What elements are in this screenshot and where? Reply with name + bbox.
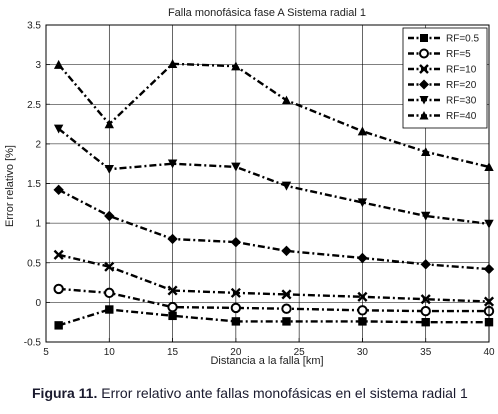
data-point [357, 305, 368, 316]
y-tick-label: 1 [35, 219, 41, 230]
data-point [53, 184, 64, 196]
legend-item: RF=20 [408, 79, 477, 91]
caption-label: Figura 11. [32, 385, 98, 401]
series-line [58, 253, 490, 303]
data-point [104, 261, 115, 272]
data-point [105, 305, 114, 314]
data-point [420, 294, 431, 305]
x-tick-label: 10 [104, 347, 116, 358]
legend-marker [419, 79, 429, 90]
data-point [281, 95, 292, 105]
data-point [281, 245, 292, 257]
data-point [104, 119, 114, 129]
x-axis-label: Distancia a la falla [km] [210, 355, 323, 367]
data-point [357, 198, 368, 208]
legend-label: RF=40 [446, 111, 477, 122]
y-axis-ticks: -0.5 0 0.5 1 1.5 2 2.5 3 3.5 [24, 21, 50, 349]
x-tick-label: 40 [483, 347, 495, 358]
data-point [167, 159, 178, 169]
series-x [53, 249, 495, 307]
legend: RF=0.5 RF=5 RF=10 RF=20 RF=30 RF=40 [402, 27, 488, 129]
legend-box [402, 27, 488, 129]
x-axis-ticks: 5 10 15 20 25 30 35 40 [43, 338, 495, 358]
data-point [358, 317, 367, 326]
x-tick-label: 30 [357, 347, 369, 358]
legend-marker [419, 111, 429, 120]
data-point [230, 236, 242, 248]
data-point [420, 305, 431, 317]
legend-item: RF=10 [408, 64, 477, 76]
series-line [57, 62, 490, 169]
data-point [167, 285, 178, 296]
data-point [167, 233, 178, 245]
legend-item: RF=30 [408, 96, 477, 107]
series-diamond [53, 184, 495, 275]
legend-label: RF=0.5 [446, 34, 480, 45]
data-point [104, 210, 115, 222]
data-point [231, 61, 241, 71]
data-point [104, 165, 114, 174]
legend-item: RF=5 [408, 48, 471, 60]
series-line [58, 308, 489, 327]
y-tick-label: 3 [35, 60, 41, 71]
y-tick-label: 1.5 [27, 179, 41, 190]
legend-marker [419, 96, 429, 105]
data-point [357, 291, 368, 302]
data-point [167, 301, 178, 313]
legend-label: RF=20 [446, 80, 477, 91]
data-point [281, 181, 292, 191]
legend-marker [419, 48, 429, 59]
data-point [231, 317, 241, 326]
chart-title: Falla monofásica fase A Sistema radial 1 [168, 7, 366, 19]
data-point [168, 311, 177, 321]
x-tick-label: 5 [43, 347, 49, 358]
legend-label: RF=10 [446, 65, 477, 76]
data-point [282, 317, 291, 326]
legend-item: RF=0.5 [408, 34, 480, 45]
y-tick-label: 0.5 [27, 258, 41, 269]
x-tick-label: 25 [294, 347, 306, 358]
series-triangle-down [53, 124, 494, 229]
data-point [231, 162, 241, 172]
legend-item: RF=40 [408, 111, 477, 122]
data-point [53, 249, 64, 260]
series-line [58, 188, 490, 271]
y-tick-label: 0 [35, 298, 41, 309]
y-tick-label: -0.5 [24, 338, 42, 349]
y-tick-label: 2 [35, 139, 41, 150]
legend-marker [419, 64, 429, 74]
data-point [167, 59, 178, 69]
data-point [421, 211, 431, 221]
data-point [281, 303, 292, 314]
y-axis-label: Error relativo [%] [4, 145, 16, 227]
data-point [53, 283, 64, 295]
data-point [104, 287, 115, 299]
plot-area [53, 59, 495, 330]
data-point [421, 317, 430, 327]
series-line [58, 287, 489, 313]
series-triangle-up [53, 59, 494, 172]
y-tick-label: 3.5 [27, 21, 41, 32]
data-point [357, 126, 368, 136]
data-point [357, 252, 368, 264]
x-tick-label: 20 [230, 347, 242, 358]
data-point [420, 259, 431, 270]
data-point [421, 147, 431, 156]
series-line [57, 127, 490, 226]
data-point [53, 124, 64, 134]
data-point [281, 289, 292, 300]
y-tick-label: 2.5 [27, 100, 41, 111]
legend-marker [420, 34, 428, 42]
data-point [230, 302, 242, 314]
caption-text: Error relativo ante fallas monofásicas e… [97, 385, 468, 401]
figure-caption: Figura 11. Error relativo ante fallas mo… [32, 385, 498, 401]
data-point [53, 59, 64, 69]
data-point [54, 321, 63, 330]
x-tick-label: 35 [420, 347, 432, 358]
data-point [230, 287, 241, 298]
x-tick-label: 15 [167, 347, 179, 358]
legend-label: RF=5 [446, 49, 471, 60]
legend-label: RF=30 [446, 96, 477, 107]
